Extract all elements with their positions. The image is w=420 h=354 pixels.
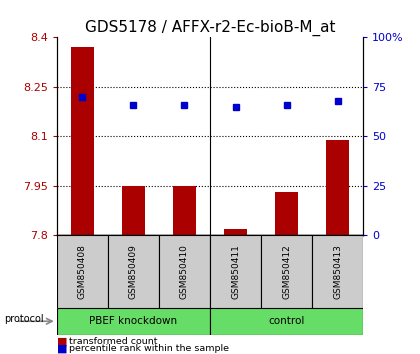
Bar (122, 186, 145, 235)
Text: GSM850408: GSM850408 (78, 244, 87, 299)
Text: PBEF knockdown: PBEF knockdown (89, 316, 177, 326)
FancyBboxPatch shape (108, 235, 159, 308)
FancyBboxPatch shape (57, 235, 108, 308)
Title: GDS5178 / AFFX-r2-Ec-bioB-M_at: GDS5178 / AFFX-r2-Ec-bioB-M_at (85, 19, 335, 36)
Text: protocol: protocol (4, 314, 44, 325)
Bar (275, 193, 298, 235)
Bar (224, 229, 247, 235)
Text: control: control (268, 316, 305, 326)
FancyBboxPatch shape (159, 235, 210, 308)
Bar (173, 186, 196, 235)
Text: GSM850411: GSM850411 (231, 244, 240, 299)
Text: GSM850413: GSM850413 (333, 244, 342, 299)
Text: GSM850412: GSM850412 (282, 244, 291, 299)
Text: percentile rank within the sample: percentile rank within the sample (69, 344, 229, 353)
Bar (326, 139, 349, 235)
FancyBboxPatch shape (261, 235, 312, 308)
FancyBboxPatch shape (57, 308, 210, 335)
Text: GSM850409: GSM850409 (129, 244, 138, 299)
Bar (71, 47, 94, 235)
FancyBboxPatch shape (210, 308, 363, 335)
Text: transformed count: transformed count (69, 337, 158, 346)
Text: ■: ■ (57, 344, 67, 354)
FancyBboxPatch shape (210, 235, 261, 308)
Text: ■: ■ (57, 337, 67, 347)
FancyBboxPatch shape (312, 235, 363, 308)
Text: GSM850410: GSM850410 (180, 244, 189, 299)
